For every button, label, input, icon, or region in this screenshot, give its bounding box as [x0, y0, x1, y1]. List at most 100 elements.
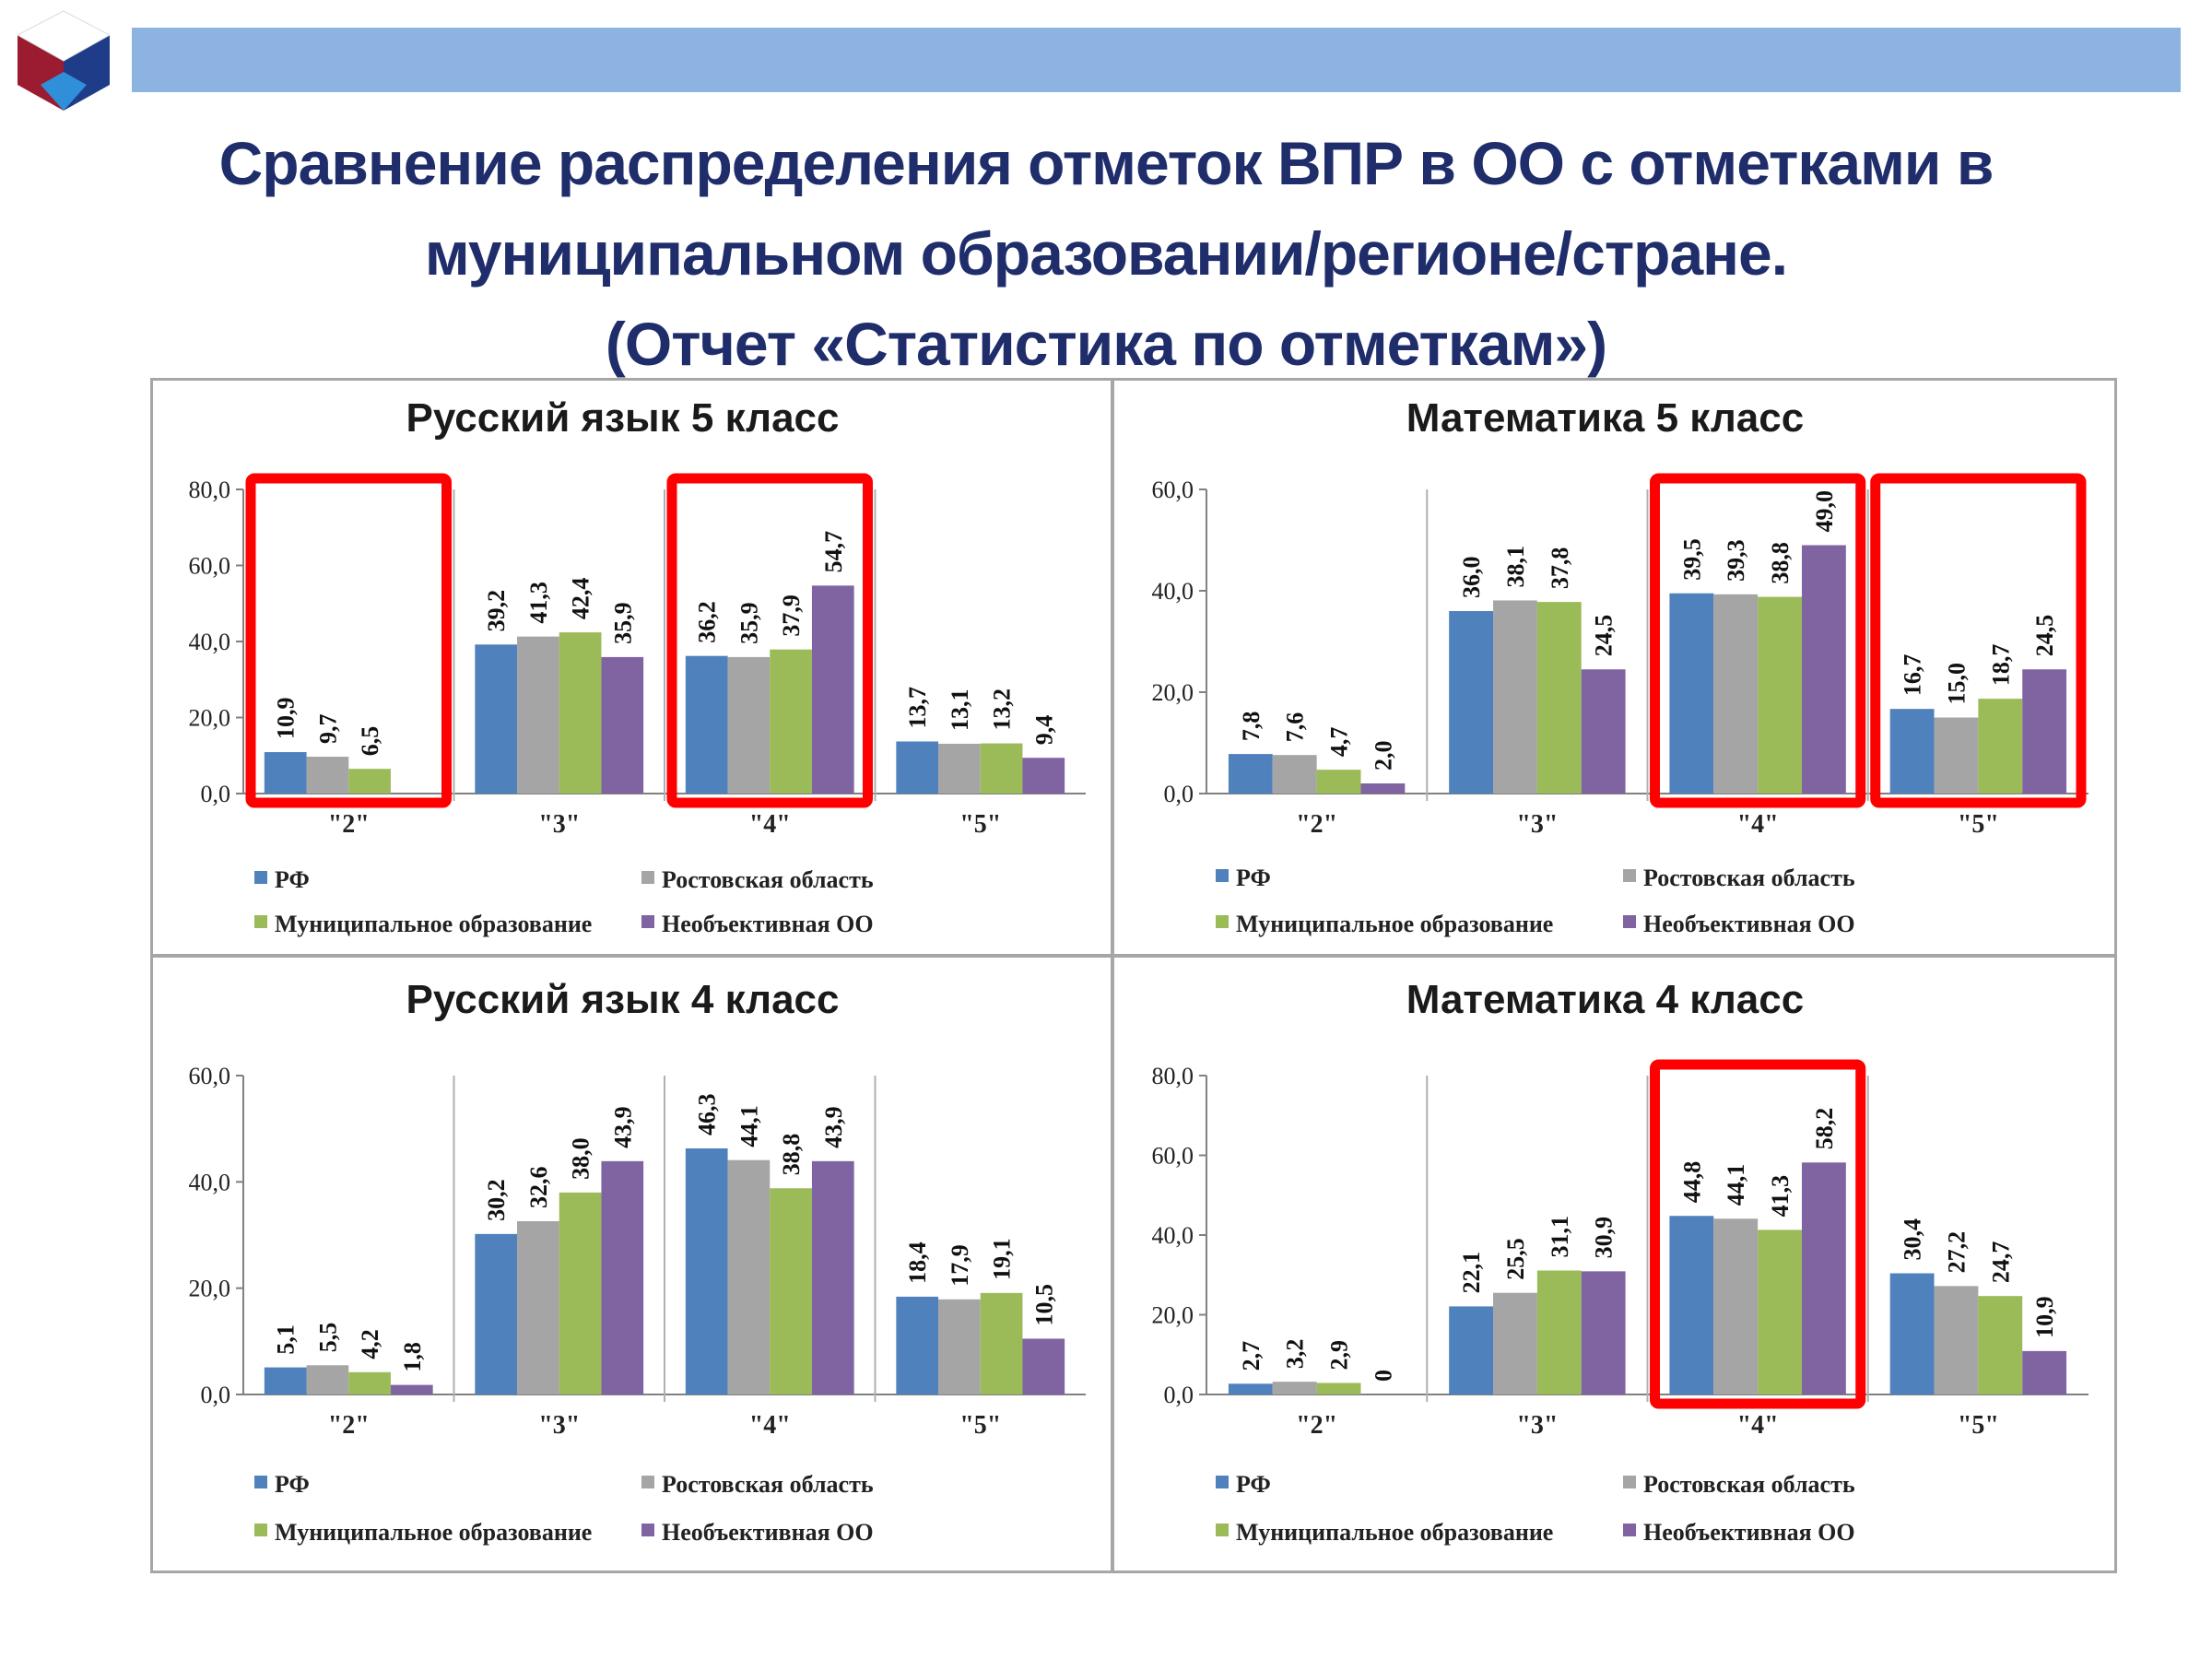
- logo-icon: [16, 10, 112, 111]
- legend-swatch: [254, 915, 267, 928]
- y-tick-label: 0,0: [1164, 781, 1194, 807]
- y-tick-label: 0,0: [1164, 1382, 1194, 1408]
- bar: [559, 632, 602, 794]
- y-tick-label: 40,0: [189, 629, 231, 655]
- legend-swatch: [1216, 869, 1229, 882]
- y-tick-label: 40,0: [189, 1169, 231, 1195]
- legend-label: Необъективная ОО: [1643, 911, 1855, 937]
- bar: [1889, 1273, 1935, 1394]
- data-label: 30,4: [1900, 1218, 1926, 1261]
- highlight-box: [1870, 473, 2087, 808]
- bar: [1758, 1230, 1802, 1394]
- data-label: 35,9: [609, 602, 636, 644]
- y-tick-label: 80,0: [189, 477, 231, 503]
- data-label: 27,2: [1943, 1231, 1970, 1274]
- data-label: 24,7: [1987, 1241, 2014, 1284]
- header-bar: [132, 28, 2181, 92]
- data-label: 44,1: [735, 1105, 762, 1147]
- data-label: 17,9: [947, 1244, 973, 1287]
- legend-swatch: [1623, 1524, 1636, 1536]
- legend-swatch: [254, 1524, 267, 1536]
- bar: [559, 1192, 602, 1394]
- data-label: 49,0: [1811, 490, 1838, 533]
- data-label: 39,3: [1723, 539, 1749, 582]
- y-tick-label: 20,0: [1152, 679, 1194, 706]
- y-tick-label: 60,0: [189, 553, 231, 580]
- y-tick-label: 20,0: [189, 1276, 231, 1302]
- data-label: 38,8: [1767, 542, 1794, 584]
- data-label: 38,0: [568, 1137, 594, 1180]
- bar: [938, 1299, 981, 1394]
- category-label: "2": [1296, 1411, 1337, 1440]
- data-label: 4,7: [1326, 727, 1353, 758]
- legend-swatch: [641, 1524, 654, 1536]
- legend-label: Ростовская область: [1643, 1471, 1855, 1498]
- bar: [475, 1233, 518, 1394]
- bar: [1758, 596, 1802, 794]
- chart-title: Русский язык 4 класс: [406, 977, 840, 1022]
- data-label: 13,1: [947, 688, 973, 731]
- legend-label: Ростовская область: [662, 866, 874, 893]
- bar: [306, 1365, 349, 1394]
- legend-swatch: [1623, 1476, 1636, 1488]
- chart-panel-math-5: Математика 5 класс 0,0 20,0 40,0 60,0 "2" 7,8 7…: [1112, 378, 2117, 957]
- data-label: 4,2: [357, 1329, 383, 1359]
- legend-label: Необъективная ОО: [662, 911, 874, 937]
- data-label: 7,8: [1238, 712, 1265, 742]
- bar: [1713, 1218, 1759, 1394]
- legend-label: Муниципальное образование: [1236, 911, 1553, 937]
- data-label: 37,8: [1547, 547, 1573, 590]
- chart-svg: Математика 4 класс 0,0 20,0 40,0 60,0 80,0 "2"…: [1152, 977, 2088, 1546]
- slide-title-line-3: (Отчет «Статистика по отметкам»): [605, 310, 1607, 378]
- bar: [348, 769, 391, 794]
- data-label: 16,7: [1900, 654, 1926, 697]
- data-label: 10,9: [273, 698, 300, 740]
- data-label: 44,1: [1723, 1164, 1749, 1206]
- chart-panel-russian-5: Русский язык 5 класс 0,0 20,0 40,0 60,0 80,0 "…: [150, 378, 1113, 957]
- category-label: "3": [538, 810, 580, 839]
- bar: [1316, 1382, 1361, 1394]
- bar: [517, 636, 559, 794]
- legend-swatch: [1216, 1524, 1229, 1536]
- legend-label: РФ: [1236, 865, 1271, 891]
- legend-swatch: [1623, 915, 1636, 928]
- chart-title: Математика 4 класс: [1406, 977, 1804, 1022]
- category-label: "2": [1296, 810, 1337, 839]
- bar: [1669, 593, 1714, 794]
- data-label: 36,0: [1458, 557, 1485, 599]
- legend-label: Необъективная ОО: [1643, 1519, 1855, 1546]
- bar: [938, 743, 981, 794]
- y-tick-label: 60,0: [189, 1063, 231, 1089]
- category-label: "4": [749, 1411, 791, 1440]
- bar: [1669, 1216, 1714, 1394]
- bar: [1978, 1296, 2023, 1394]
- bar: [727, 1159, 771, 1394]
- data-label: 39,5: [1678, 538, 1705, 581]
- bar: [1022, 758, 1065, 794]
- category-label: "4": [1737, 810, 1779, 839]
- bar: [1801, 545, 1846, 794]
- data-label: 41,3: [1767, 1175, 1794, 1218]
- legend-label: Ростовская область: [662, 1471, 874, 1498]
- data-label: 44,8: [1678, 1161, 1705, 1204]
- bar: [2022, 1350, 2067, 1394]
- bar: [1934, 717, 1979, 794]
- legend-swatch: [1216, 915, 1229, 928]
- data-label: 15,0: [1943, 663, 1970, 705]
- chart-svg: Математика 5 класс 0,0 20,0 40,0 60,0 "2" 7,8 7…: [1152, 395, 2088, 937]
- data-label: 43,9: [609, 1106, 636, 1148]
- legend-label: Ростовская область: [1643, 865, 1855, 891]
- data-label: 5,5: [314, 1323, 341, 1353]
- bar: [1536, 1270, 1582, 1394]
- data-label: 24,5: [1591, 615, 1618, 657]
- data-label: 13,7: [904, 687, 931, 729]
- bar: [1801, 1162, 1846, 1394]
- legend-swatch: [641, 871, 654, 884]
- y-tick-label: 20,0: [1152, 1302, 1194, 1329]
- data-label: 1,8: [399, 1342, 426, 1372]
- data-label: 13,2: [989, 688, 1016, 731]
- data-label: 19,1: [989, 1238, 1016, 1280]
- category-label: "5": [959, 1411, 1001, 1440]
- bar: [348, 1371, 391, 1394]
- data-label: 25,5: [1502, 1238, 1529, 1280]
